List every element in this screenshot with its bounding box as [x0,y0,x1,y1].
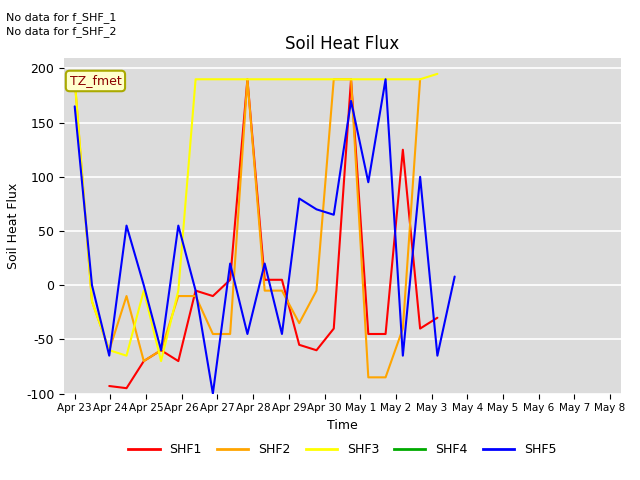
SHF2 [71,76,79,82]
X-axis label: Time: Time [327,419,358,432]
Line: SHF2: SHF2 [75,79,420,377]
SHF5 [227,261,234,266]
SHF3 [364,76,372,82]
Text: TZ_fmet: TZ_fmet [70,74,122,87]
SHF5 [347,98,355,104]
SHF5 [123,223,131,228]
SHF3 [88,299,96,304]
SHF2 [364,374,372,380]
SHF1 [157,348,165,353]
SHF3 [399,76,406,82]
SHF2 [278,288,286,293]
SHF2 [123,293,131,299]
SHF1 [313,348,321,353]
Line: SHF3: SHF3 [75,74,437,361]
SHF1 [227,277,234,283]
SHF5 [416,174,424,180]
SHF5 [192,288,200,293]
SHF5 [261,261,269,266]
SHF2 [399,326,406,332]
SHF3 [313,76,321,82]
Title: Soil Heat Flux: Soil Heat Flux [285,35,399,53]
Line: SHF5: SHF5 [75,79,454,394]
SHF3 [123,353,131,359]
SHF2 [347,76,355,82]
SHF5 [71,104,79,109]
SHF2 [88,299,96,304]
SHF5 [381,76,389,82]
SHF1 [140,358,148,364]
SHF5 [244,331,252,337]
SHF1 [296,342,303,348]
SHF3 [175,288,182,293]
SHF5 [296,196,303,202]
SHF1 [106,383,113,389]
SHF5 [399,353,406,359]
SHF3 [347,76,355,82]
SHF1 [175,358,182,364]
SHF5 [106,353,113,359]
SHF2 [209,331,217,337]
SHF5 [140,282,148,288]
SHF1 [192,288,200,293]
SHF2 [330,76,338,82]
SHF1 [433,315,441,321]
SHF2 [106,348,113,353]
SHF5 [433,353,441,359]
SHF1 [123,385,131,391]
Y-axis label: Soil Heat Flux: Soil Heat Flux [7,182,20,269]
SHF1 [244,76,252,82]
SHF2 [313,288,321,293]
SHF3 [106,348,113,353]
SHF2 [261,288,269,293]
SHF1 [381,331,389,337]
SHF3 [244,76,252,82]
SHF5 [313,206,321,212]
SHF5 [451,274,458,279]
SHF3 [140,288,148,293]
SHF5 [175,223,182,228]
SHF3 [330,76,338,82]
SHF2 [157,348,165,353]
Line: SHF1: SHF1 [109,79,437,388]
SHF1 [278,277,286,283]
SHF3 [278,76,286,82]
SHF1 [364,331,372,337]
SHF5 [209,391,217,396]
SHF1 [209,293,217,299]
SHF5 [157,348,165,353]
SHF1 [347,76,355,82]
SHF1 [399,147,406,153]
SHF3 [209,76,217,82]
SHF3 [157,358,165,364]
SHF2 [175,293,182,299]
SHF1 [416,326,424,332]
SHF3 [416,76,424,82]
SHF5 [364,180,372,185]
Text: No data for f_SHF_1: No data for f_SHF_1 [6,12,116,23]
SHF5 [330,212,338,217]
SHF2 [140,358,148,364]
SHF2 [416,76,424,82]
SHF3 [381,76,389,82]
SHF3 [71,76,79,82]
SHF3 [296,76,303,82]
SHF2 [244,76,252,82]
SHF2 [381,374,389,380]
SHF3 [433,71,441,77]
SHF1 [330,326,338,332]
SHF2 [192,293,200,299]
SHF5 [88,282,96,288]
Text: No data for f_SHF_2: No data for f_SHF_2 [6,26,117,37]
SHF2 [296,320,303,326]
SHF5 [278,331,286,337]
Legend: SHF1, SHF2, SHF3, SHF4, SHF5: SHF1, SHF2, SHF3, SHF4, SHF5 [124,438,561,461]
SHF3 [261,76,269,82]
SHF3 [227,76,234,82]
SHF3 [192,76,200,82]
SHF2 [227,331,234,337]
SHF1 [261,277,269,283]
